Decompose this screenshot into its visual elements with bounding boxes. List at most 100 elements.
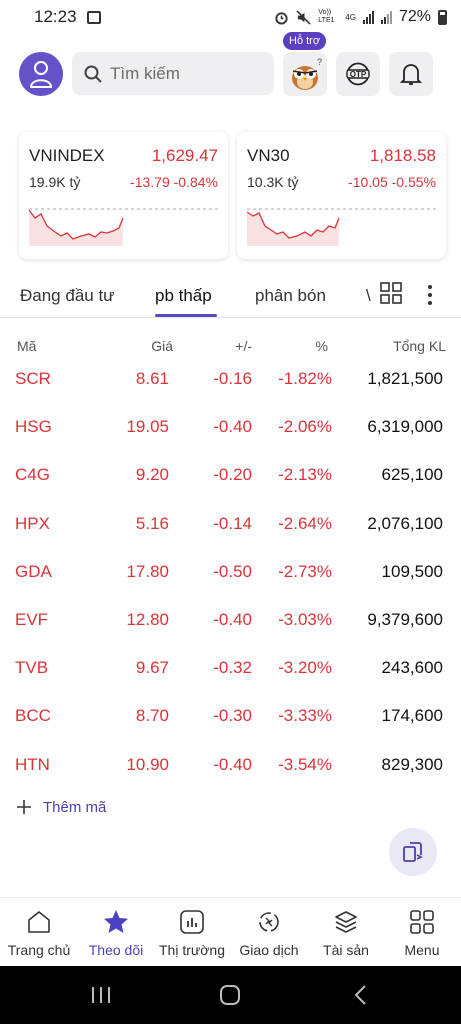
svg-text:?: ?	[317, 57, 322, 67]
stock-percent: -2.13%	[278, 465, 332, 485]
avatar[interactable]	[19, 52, 63, 96]
stock-price: 5.16	[135, 513, 169, 533]
stock-code: HTN	[15, 754, 50, 774]
stock-price: 10.90	[126, 754, 169, 774]
index-name: VN30	[247, 146, 290, 165]
stock-percent: -3.03%	[278, 610, 332, 629]
nav-label: Trang chủ	[7, 942, 71, 958]
alarm-icon	[275, 11, 288, 25]
stock-code: EVF	[15, 610, 49, 629]
stock-price: 17.80	[126, 561, 169, 581]
stock-percent: -2.06%	[278, 417, 332, 437]
otp-icon	[346, 62, 370, 86]
nav-watchlist[interactable]: Theo dõi	[76, 906, 156, 958]
index-change: -10.05	[348, 174, 388, 190]
tab-overflow[interactable]: \	[366, 286, 371, 305]
support-button[interactable]: ?	[283, 52, 327, 96]
stock-percent: -3.33%	[278, 706, 332, 726]
stock-change: -0.32	[213, 658, 252, 678]
index-card-vn30[interactable]: VN30 1,818.58 10.3K tỷ -10.05 -0.55%	[237, 132, 446, 259]
stock-volume: 243,600	[381, 658, 443, 678]
more-options-icon[interactable]	[425, 284, 435, 306]
active-tab-indicator	[155, 314, 217, 317]
table-row[interactable]: GDA 17.80 -0.50 -2.73% 109,500	[0, 549, 461, 597]
stock-volume: 1,821,500	[367, 369, 443, 388]
owl-mascot-icon: ?	[292, 57, 322, 90]
recent-apps-icon[interactable]	[90, 985, 112, 1005]
index-sparkline	[247, 208, 437, 246]
status-time: 12:23	[34, 7, 77, 26]
grid-view-icon[interactable]	[380, 282, 402, 304]
stock-volume: 109,500	[381, 561, 443, 581]
signal-1-icon	[362, 10, 374, 24]
stock-volume: 174,600	[381, 706, 443, 726]
nav-label: Giao dịch	[239, 942, 299, 958]
stock-volume: 9,379,600	[367, 610, 443, 629]
table-row[interactable]: BCC 8.70 -0.30 -3.33% 174,600	[0, 693, 461, 741]
nav-label: Tài sản	[323, 942, 369, 958]
table-row[interactable]: C4G 9.20 -0.20 -2.13% 625,100	[0, 452, 461, 500]
status-bar: 12:23 Vo)) LTE1 4G 72%	[0, 0, 461, 34]
index-card-vnindex[interactable]: VNINDEX 1,629.47 19.9K tỷ -13.79 -0.84%	[19, 132, 228, 259]
nav-home[interactable]: Trang chủ	[0, 906, 79, 958]
tab-phan-bon[interactable]: phân bón	[255, 286, 326, 305]
stock-change: -0.16	[213, 369, 252, 388]
nav-market[interactable]: Thị trường	[152, 906, 232, 958]
nav-trade[interactable]: Giao dịch	[229, 906, 309, 958]
stock-code: C4G	[15, 465, 50, 485]
stock-volume: 625,100	[381, 465, 443, 485]
stock-change: -0.20	[213, 465, 252, 485]
nav-label: Menu	[404, 942, 440, 958]
stock-price: 9.20	[135, 465, 169, 485]
stock-price: 9.67	[135, 658, 169, 678]
search-icon	[84, 65, 102, 83]
table-row[interactable]: HSG 19.05 -0.40 -2.06% 6,319,000	[0, 404, 461, 452]
tab-dang-dau-tu[interactable]: Đang đầu tư	[20, 286, 115, 305]
stock-code: GDA	[15, 561, 52, 581]
nav-menu[interactable]: Menu	[382, 906, 461, 958]
index-percent: -0.55%	[391, 174, 436, 190]
stock-change: -0.40	[213, 754, 252, 774]
stock-code: TVB	[15, 658, 49, 678]
share-fab-button[interactable]	[389, 828, 437, 876]
stock-change: -0.14	[213, 513, 252, 533]
notifications-button[interactable]	[389, 52, 433, 96]
stock-code: BCC	[15, 706, 51, 726]
watchlist-tabs: Đang đầu tư pb thấp phân bón \	[0, 276, 461, 318]
stock-code: HPX	[15, 513, 50, 533]
battery-icon	[438, 9, 447, 25]
system-navigation-bar	[0, 966, 461, 1024]
table-row[interactable]: HTN 10.90 -0.40 -3.54% 829,300	[0, 742, 461, 790]
tab-pb-thap[interactable]: pb thấp	[155, 286, 212, 305]
table-row[interactable]: SCR 8.61 -0.16 -1.82% 1,821,500	[0, 356, 461, 404]
header-change: +/-	[235, 338, 252, 354]
header-code: Mã	[17, 338, 37, 354]
home-button-icon[interactable]	[219, 984, 241, 1006]
stock-percent: -2.64%	[278, 513, 332, 533]
index-percent: -0.84%	[173, 174, 218, 190]
stock-percent: -3.54%	[278, 754, 332, 774]
home-icon	[28, 911, 50, 933]
stock-volume: 2,076,100	[367, 513, 443, 533]
table-row[interactable]: HPX 5.16 -0.14 -2.64% 2,076,100	[0, 501, 461, 549]
otp-label: OTP	[349, 69, 367, 79]
table-row[interactable]: EVF 12.80 -0.40 -3.03% 9,379,600	[0, 597, 461, 645]
stock-change: -0.40	[213, 610, 252, 629]
stock-change: -0.30	[213, 706, 252, 726]
net-type-label: 4G	[345, 12, 356, 22]
index-value: 1,629.47	[151, 146, 218, 165]
nav-label: Thị trường	[158, 942, 225, 958]
nav-assets[interactable]: Tài sản	[306, 906, 386, 958]
stock-percent: -3.20%	[278, 658, 332, 678]
star-icon	[104, 910, 128, 933]
index-change: -13.79	[130, 174, 170, 190]
otp-button[interactable]: OTP	[336, 52, 380, 96]
table-row[interactable]: TVB 9.67 -0.32 -3.20% 243,600	[0, 645, 461, 693]
trade-icon	[259, 912, 279, 932]
add-symbol-button[interactable]: Thêm mã	[15, 798, 106, 816]
stock-code: SCR	[15, 369, 51, 388]
back-icon[interactable]	[353, 984, 367, 1006]
nav-label: Theo dõi	[88, 942, 144, 958]
stock-percent: -2.73%	[278, 561, 332, 581]
search-input[interactable]: Tìm kiếm	[72, 52, 274, 95]
